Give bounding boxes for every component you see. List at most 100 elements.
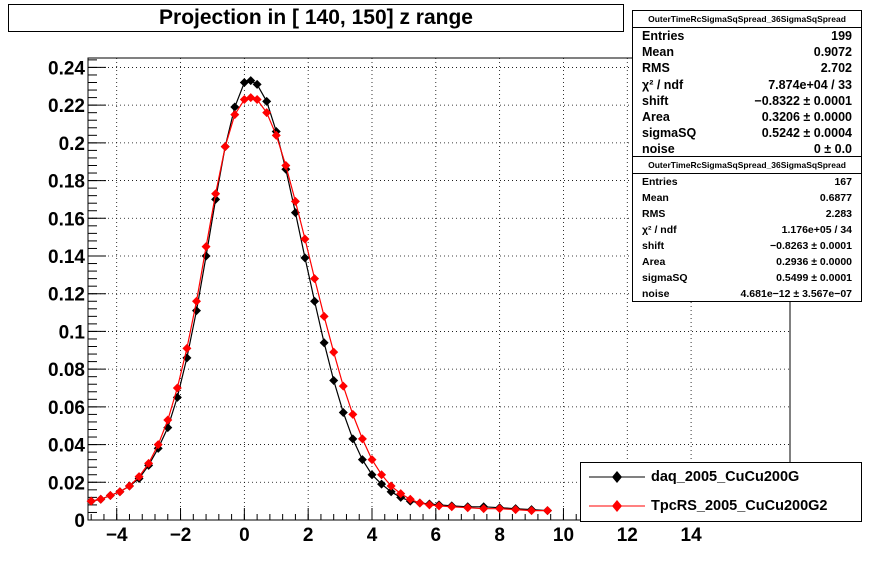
- data-point: [246, 76, 256, 86]
- stats-row: noise 4.681e−12 ± 3.567e−07: [633, 286, 861, 302]
- stats-row: χ² / ndf 1.176e+05 / 34: [633, 222, 861, 238]
- stats-value: 0.2936 ± 0.0000: [776, 256, 852, 268]
- data-point: [386, 487, 396, 497]
- data-point: [338, 381, 348, 391]
- data-point: [447, 502, 457, 512]
- data-point: [252, 94, 262, 104]
- stats-label: Area: [642, 109, 670, 124]
- stats-label: Area: [642, 256, 666, 268]
- data-point: [310, 296, 320, 306]
- stats-row: Area 0.2936 ± 0.0000: [633, 254, 861, 270]
- stats-label: Mean: [642, 45, 674, 60]
- stats-row: Entries 167: [633, 174, 861, 190]
- stats-value: 0.9072: [813, 45, 852, 60]
- data-point: [252, 79, 262, 89]
- stats-header: OuterTimeRcSigmaSqSpread_36SigmaSqSpread: [633, 11, 861, 28]
- legend: daq_2005_CuCu200G TpcRS_2005_CuCu200G2: [580, 462, 862, 522]
- data-point: [300, 253, 310, 263]
- data-point: [479, 504, 489, 514]
- y-tick-label: 0.16: [48, 209, 85, 230]
- data-point: [262, 96, 272, 106]
- data-point: [144, 458, 154, 468]
- x-tick-label: 10: [553, 525, 574, 546]
- y-tick-label: 0.18: [48, 172, 85, 193]
- stats-row: RMS 2.283: [633, 206, 861, 222]
- legend-marker-red-diamond: [589, 500, 645, 512]
- data-point: [329, 375, 339, 385]
- tick-labels: −4 −2 0 2 4 6 8 10 12 14 0 0.02 0.04 0.06 0.08 0.1 0.12 0…: [48, 58, 702, 546]
- data-point: [153, 440, 163, 450]
- data-point: [124, 481, 134, 491]
- data-point: [319, 338, 329, 348]
- stats-label: Entries: [642, 29, 685, 43]
- stats-value: −0.8322 ± 0.0001: [754, 93, 852, 108]
- y-tick-label: 0: [74, 511, 85, 532]
- data-point: [463, 503, 473, 513]
- stats-label: noise: [642, 142, 675, 157]
- stats-value: 199: [831, 29, 852, 43]
- chart-title: Projection in [ 140, 150] z range: [8, 4, 624, 32]
- legend-label: daq_2005_CuCu200G: [651, 469, 800, 485]
- y-tick-label: 0.12: [48, 285, 85, 306]
- stats-row: Area 0.3206 ± 0.0000: [633, 109, 861, 125]
- stats-value: 167: [834, 176, 852, 188]
- data-point: [220, 142, 230, 152]
- stats-row: RMS 2.702: [633, 60, 861, 76]
- stats-value: 4.681e−12 ± 3.567e−07: [740, 288, 852, 300]
- stats-box-tpcrs: OuterTimeRcSigmaSqSpread_36SigmaSqSpread…: [632, 156, 862, 302]
- stats-row: sigmaSQ 0.5242 ± 0.0004: [633, 125, 861, 141]
- stats-row: Mean 0.9072: [633, 44, 861, 60]
- stats-label: sigmaSQ: [642, 272, 688, 284]
- data-point: [211, 194, 221, 204]
- data-point: [348, 409, 358, 419]
- stats-label: shift: [642, 93, 669, 108]
- data-point: [329, 347, 339, 357]
- x-tick-label: −4: [106, 525, 128, 546]
- stats-label: sigmaSQ: [642, 126, 697, 141]
- x-tick-label: 12: [617, 525, 638, 546]
- stats-row: shift −0.8263 ± 0.0001: [633, 238, 861, 254]
- stats-label: Entries: [642, 176, 678, 188]
- stats-value: 0.6877: [819, 192, 852, 204]
- data-point: [495, 504, 505, 514]
- stats-value: 0 ± 0.0: [813, 142, 852, 157]
- y-tick-label: 0.1: [59, 322, 86, 343]
- stats-row: Entries 199: [633, 28, 861, 44]
- stats-label: RMS: [642, 61, 670, 76]
- data-point: [434, 501, 444, 511]
- data-point: [230, 110, 240, 120]
- y-tick-label: 0.2: [59, 134, 85, 155]
- data-point: [300, 234, 310, 244]
- stats-row: Mean 0.6877: [633, 190, 861, 206]
- data-point: [367, 470, 377, 480]
- y-tick-label: 0.02: [48, 473, 85, 494]
- legend-entry-tpcrs: TpcRS_2005_CuCu200G2: [581, 492, 861, 521]
- legend-marker-black-diamond: [589, 471, 645, 483]
- data-point: [211, 189, 221, 199]
- data-point: [262, 108, 272, 118]
- stats-row: χ² / ndf 7.874e+04 / 33: [633, 77, 861, 93]
- data-point: [230, 102, 240, 112]
- data-point: [377, 479, 387, 489]
- data-point: [511, 505, 521, 515]
- data-point: [396, 489, 406, 499]
- stats-value: 7.874e+04 / 33: [768, 77, 852, 92]
- data-point: [527, 506, 537, 516]
- data-point: [310, 274, 320, 284]
- data-point: [86, 496, 96, 506]
- data-point: [96, 494, 106, 504]
- data-point: [105, 490, 115, 500]
- legend-label: TpcRS_2005_CuCu200G2: [651, 498, 828, 514]
- data-point: [386, 481, 396, 491]
- series-layer: [86, 76, 552, 516]
- y-tick-label: 0.06: [48, 398, 85, 419]
- data-point: [542, 506, 552, 516]
- data-point: [377, 470, 387, 480]
- x-tick-label: 0: [239, 525, 250, 546]
- x-tick-label: 4: [367, 525, 378, 546]
- stats-header: OuterTimeRcSigmaSqSpread_36SigmaSqSpread: [633, 157, 861, 174]
- stats-row: sigmaSQ 0.5499 ± 0.0001: [633, 270, 861, 286]
- data-point: [424, 500, 434, 510]
- data-point: [405, 494, 415, 504]
- data-point: [191, 296, 201, 306]
